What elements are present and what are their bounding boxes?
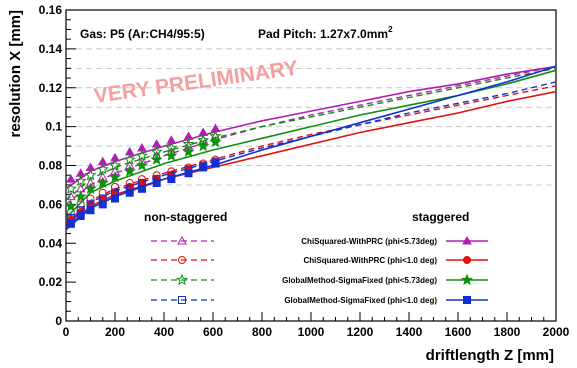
x-tick-label: 1000 (298, 325, 325, 339)
nonstaggered-fit-line (65, 81, 557, 227)
nonstaggered-point (84, 168, 97, 181)
nonstaggered-point (108, 159, 122, 171)
legend-staggered-marker (463, 296, 471, 304)
y-tick-label: 0.04 (39, 236, 63, 250)
staggered-point (197, 139, 210, 152)
legend-header-staggered: staggered (412, 210, 469, 224)
legend-rows: ChiSquared-WithPRC (phi<5.73deg) ChiSquar… (151, 235, 488, 305)
y-tick-label: 0.1 (45, 120, 62, 134)
nonstaggered-point (96, 163, 109, 175)
y-tick-label: 0.02 (39, 275, 63, 289)
legend-staggered-marker (460, 273, 474, 286)
staggered-point (135, 159, 148, 171)
nonstaggered-point (66, 191, 76, 201)
legend-staggered-marker (462, 235, 472, 245)
x-axis-title: driftlength Z [mm] (426, 347, 554, 364)
staggered-point (184, 169, 193, 178)
staggered-point (211, 159, 220, 168)
legend-label: GlobalMethod-SigmaFixed (phi<5.73deg) (282, 276, 437, 285)
gas-annotation: Gas: P5 (Ar:CH4/95:5) (80, 27, 205, 41)
legend-nonstaggered-marker (178, 296, 186, 304)
x-tick-label: 200 (105, 325, 125, 339)
nonstaggered-point (76, 200, 85, 209)
staggered-point (66, 174, 76, 183)
y-tick-label: 0.16 (39, 3, 63, 17)
legend-nonstaggered-marker (177, 235, 187, 245)
staggered-point (209, 135, 222, 148)
y-tick-label: 0.12 (39, 81, 63, 95)
nonstaggered-fit-line (65, 67, 557, 202)
x-tick-label: 1400 (396, 325, 423, 339)
nonstaggered-point (74, 174, 87, 187)
nonstaggered-point (135, 149, 148, 161)
legend-label: ChiSquared-WithPRC (phi<1.0 deg) (304, 256, 438, 265)
y-tick-label: 0.06 (39, 197, 63, 211)
staggered-point (86, 206, 95, 215)
staggered-point (152, 178, 161, 187)
staggered-point (123, 164, 136, 177)
nonstaggered-point (64, 182, 77, 194)
x-tick-label: 1600 (445, 325, 472, 339)
staggered-point (182, 145, 195, 158)
legend-label: ChiSquared-WithPRC (phi<5.73deg) (301, 237, 437, 246)
staggered-point (125, 188, 134, 197)
staggered-point (137, 184, 146, 193)
staggered-point (76, 212, 85, 221)
x-tick-label: 1800 (494, 325, 521, 339)
staggered-point (111, 194, 119, 203)
staggered-point (66, 219, 75, 228)
x-tick-label: 400 (154, 325, 174, 339)
x-tick-label: 1200 (347, 325, 374, 339)
x-tick-label: 2000 (543, 325, 570, 339)
staggered-fit-line (65, 65, 557, 190)
pad-pitch-superscript: 2 (388, 25, 393, 34)
staggered-point (96, 176, 109, 189)
x-tick-label: 800 (252, 325, 272, 339)
legend-nonstaggered-marker (175, 273, 189, 286)
staggered-fit-line (65, 65, 557, 231)
legend: non-staggered staggered ChiSquared-WithP… (144, 210, 488, 305)
y-tick-label: 0 (55, 314, 62, 328)
x-tick-label: 600 (203, 325, 223, 339)
y-axis: 0 0.02 0.04 0.06 0.08 0.1 0.12 0.14 0.16 (39, 3, 76, 328)
pad-pitch-annotation: Pad Pitch: 1.27x7.0mm2 (258, 25, 393, 41)
legend-staggered-marker (463, 256, 471, 264)
staggered-point (150, 153, 163, 165)
y-tick-label: 0.14 (39, 42, 63, 56)
staggered-point (84, 182, 97, 194)
y-axis-title: resolution X [mm] (7, 10, 24, 138)
x-axis: 0 200 400 600 800 1000 1200 1400 1600 1800 2000 (63, 312, 570, 339)
series-layer (64, 65, 557, 231)
legend-header-nonstaggered: non-staggered (144, 210, 227, 224)
legend-label: GlobalMethod-SigmaFixed (phi<1.0 deg) (284, 296, 437, 305)
nonstaggered-fit-line (65, 85, 557, 225)
pad-pitch-text: Pad Pitch: 1.27x7.0mm (258, 27, 388, 41)
series-group (65, 65, 557, 231)
staggered-point (167, 175, 176, 184)
legend-nonstaggered-marker (178, 256, 186, 264)
staggered-point (64, 199, 77, 212)
staggered-point (98, 200, 107, 209)
staggered-point (165, 149, 178, 161)
nonstaggered-point (123, 153, 136, 165)
staggered-point (108, 170, 122, 183)
y-tick-label: 0.08 (39, 159, 63, 173)
staggered-point (199, 163, 208, 172)
staggered-point (74, 190, 87, 202)
staggered-fit-line (65, 90, 557, 229)
x-tick-label: 0 (63, 325, 70, 339)
